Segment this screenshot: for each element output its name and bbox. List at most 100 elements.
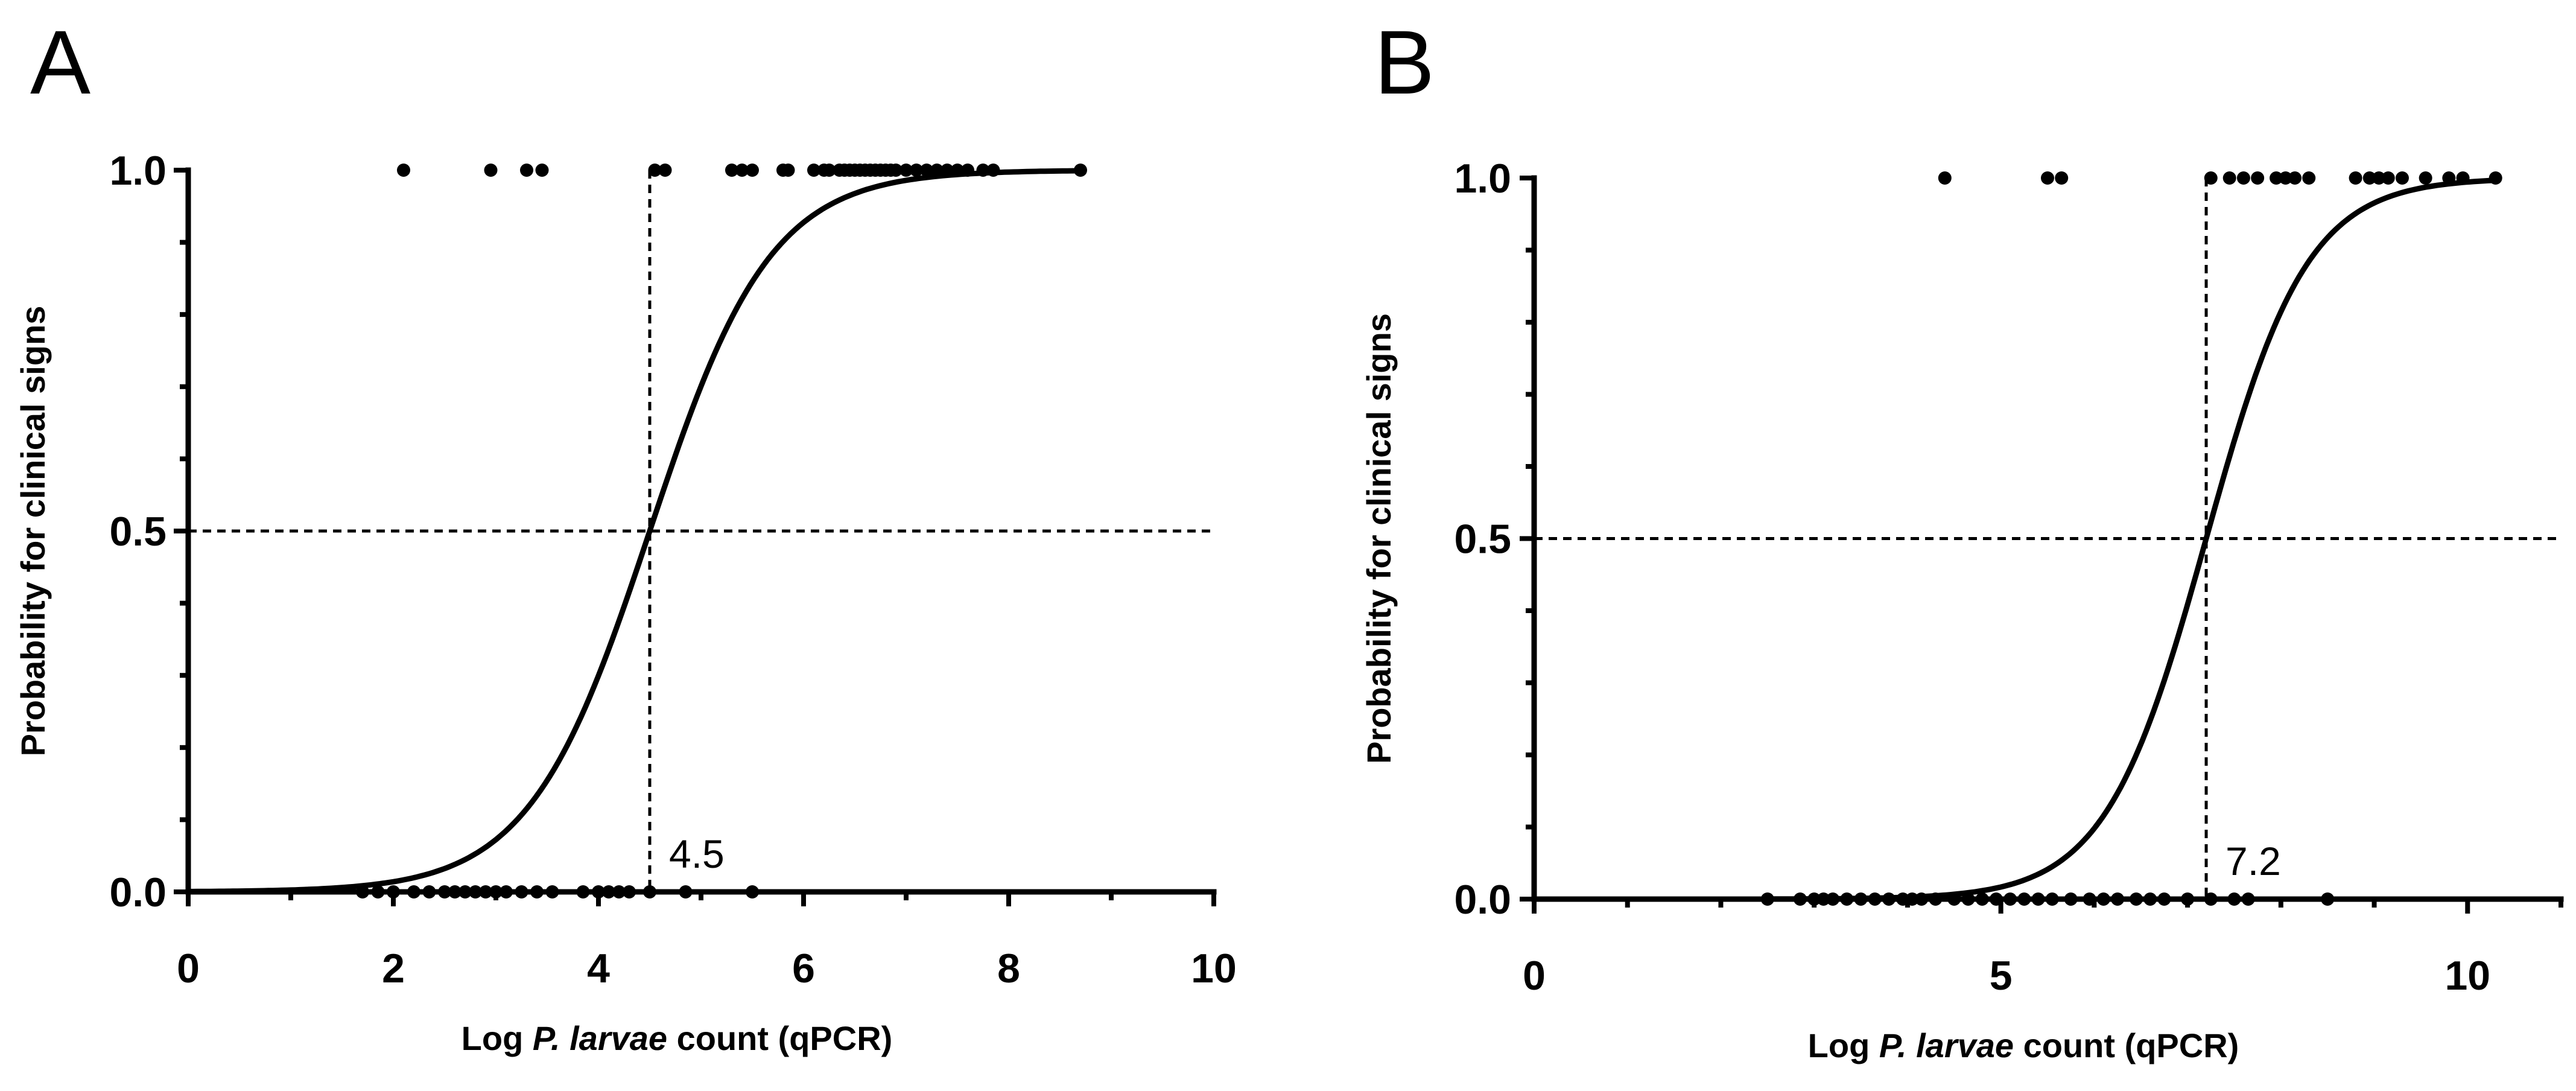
data-point	[2251, 171, 2265, 185]
data-point	[2227, 892, 2241, 906]
logistic-fit-curve	[188, 168, 1081, 894]
data-point	[484, 164, 498, 177]
data-point	[371, 885, 385, 899]
data-point	[469, 885, 482, 899]
y-tick-label: 0.0	[109, 870, 167, 915]
data-point	[2064, 892, 2078, 906]
data-point	[746, 885, 759, 899]
y-tick-label: 0.5	[1454, 517, 1511, 562]
data-point	[602, 885, 615, 899]
data-point	[725, 164, 738, 177]
data-point	[515, 885, 528, 899]
data-point	[2129, 892, 2143, 906]
x-tick-label: 2	[382, 946, 405, 991]
data-point	[2419, 171, 2432, 185]
data-point	[986, 164, 1000, 177]
data-point	[500, 885, 513, 899]
y-tick-label: 0.5	[109, 509, 167, 555]
data-point	[2456, 171, 2470, 185]
data-point	[2055, 171, 2069, 185]
data-point	[2489, 171, 2502, 185]
x-tick-label: 5	[1990, 953, 2013, 999]
panel-b-x-axis-title: Log P. larvae count (qPCR)	[1808, 1026, 2239, 1064]
data-point	[1793, 892, 1807, 906]
panel-a-plot-area: 0.0 0.5 1.0 0 2 4 6 8 10	[109, 148, 1236, 991]
data-point	[899, 164, 913, 177]
data-point	[1760, 892, 1774, 906]
data-point	[1929, 892, 1943, 906]
data-point	[2017, 892, 2031, 906]
data-point	[2270, 171, 2283, 185]
data-point	[889, 164, 903, 177]
x-axis-title-species: P. larvae	[533, 1019, 667, 1057]
x-tick-label: 10	[2444, 953, 2490, 999]
data-point	[976, 164, 990, 177]
data-point	[961, 164, 974, 177]
data-point	[2381, 171, 2395, 185]
panel-a-threshold-label: 4.5	[669, 832, 725, 876]
data-point	[2083, 892, 2096, 906]
y-tick-label: 1.0	[1454, 156, 1511, 202]
x-tick-label: 10	[1191, 946, 1237, 991]
panel-a: A Probability for clinical signs Log P. …	[14, 11, 1237, 1057]
data-point	[1989, 892, 2003, 906]
x-tick-label: 6	[792, 946, 815, 991]
data-point	[397, 164, 410, 177]
data-point	[545, 885, 559, 899]
data-point	[623, 885, 636, 899]
data-point	[1961, 892, 1975, 906]
data-point	[356, 885, 369, 899]
panel-b-y-axis-title: Probability for clinical signs	[1360, 313, 1398, 764]
x-tick-label: 0	[177, 946, 200, 991]
data-point	[2321, 892, 2335, 906]
data-point	[941, 164, 954, 177]
data-point	[2236, 171, 2250, 185]
data-point	[458, 885, 472, 899]
data-point	[1905, 892, 1919, 906]
data-point	[2222, 171, 2236, 185]
panel-a-letter: A	[30, 11, 90, 113]
data-point	[2157, 892, 2171, 906]
panel-a-x-axis-title: Log P. larvae count (qPCR)	[462, 1019, 893, 1057]
data-point	[2349, 171, 2362, 185]
data-point	[648, 164, 662, 177]
x-tick-label: 0	[1523, 953, 1546, 999]
data-point	[1840, 892, 1854, 906]
y-tick-label: 1.0	[109, 148, 167, 194]
data-point	[1807, 892, 1821, 906]
x-axis-title-prefix: Log	[1808, 1026, 1879, 1064]
data-point	[822, 164, 836, 177]
x-axis-title-suffix: count (qPCR)	[667, 1019, 892, 1057]
data-point	[1882, 892, 1896, 906]
x-tick-label: 4	[587, 946, 610, 991]
data-point	[1975, 892, 1989, 906]
data-point	[781, 164, 795, 177]
data-point	[658, 164, 672, 177]
panel-b: B Probability for clinical signs Log P. …	[1360, 11, 2564, 1064]
data-point	[530, 885, 544, 899]
data-point	[679, 885, 693, 899]
data-point	[2096, 892, 2110, 906]
data-point	[910, 164, 923, 177]
data-point	[2288, 171, 2302, 185]
data-point	[1896, 892, 1910, 906]
data-point	[951, 164, 964, 177]
data-point	[2395, 171, 2409, 185]
data-point	[612, 885, 626, 899]
data-point	[489, 885, 503, 899]
data-point	[535, 164, 549, 177]
data-point	[2031, 892, 2045, 906]
x-axis-title-prefix: Log	[462, 1019, 533, 1057]
data-point	[807, 164, 820, 177]
data-point	[746, 164, 759, 177]
panel-b-letter: B	[1374, 11, 1435, 113]
x-axis-title-species: P. larvae	[1879, 1026, 2014, 1064]
data-point	[387, 885, 400, 899]
data-point	[2143, 892, 2157, 906]
data-point	[1868, 892, 1882, 906]
data-point	[1854, 892, 1868, 906]
data-point	[1826, 892, 1840, 906]
data-point	[592, 885, 605, 899]
data-point	[407, 885, 420, 899]
